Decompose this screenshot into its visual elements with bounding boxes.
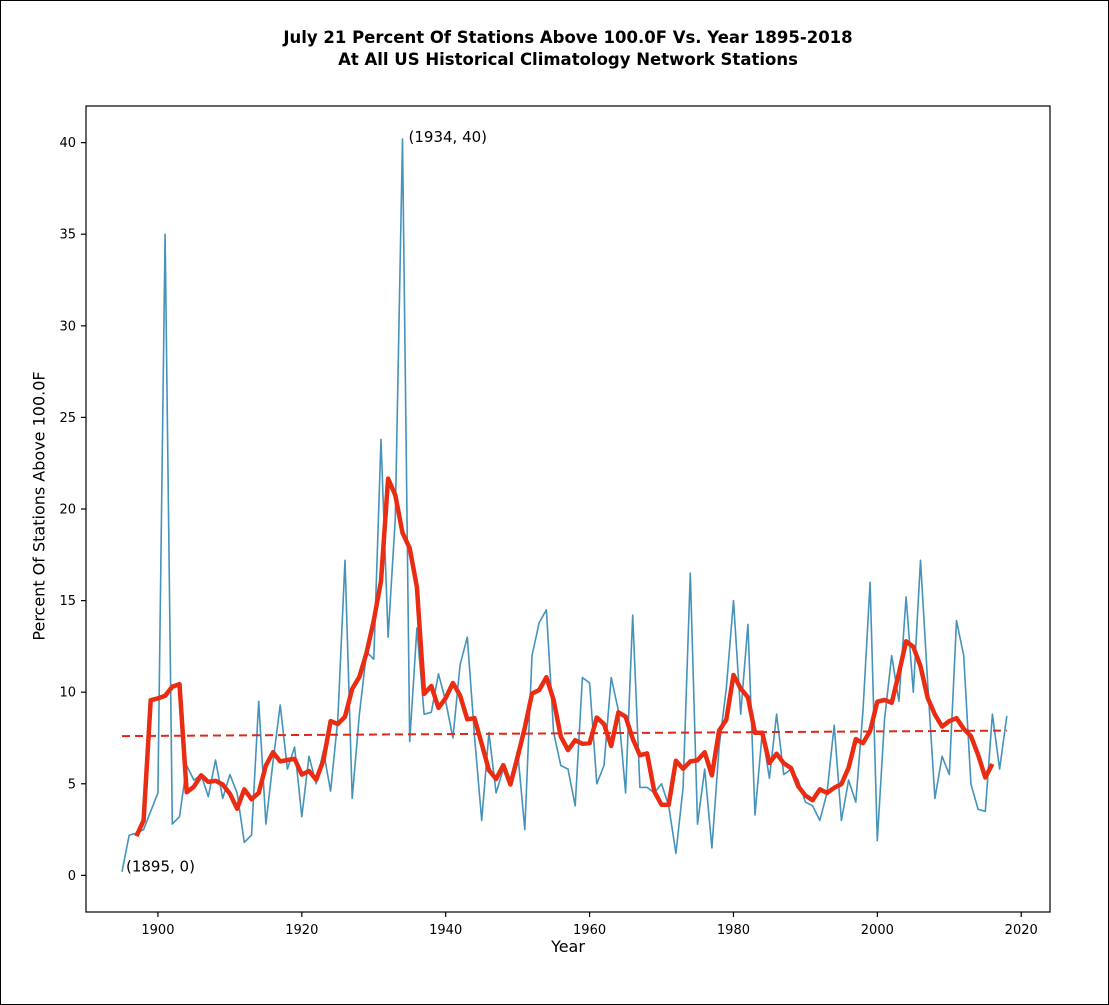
- smoothed-series-line: [134, 476, 995, 838]
- x-tick-label: 1960: [573, 923, 606, 938]
- y-tick-label: 0: [68, 869, 76, 884]
- x-tick-label: 2000: [861, 923, 894, 938]
- y-tick-label: 35: [59, 228, 76, 243]
- y-tick-label: 40: [59, 136, 76, 151]
- y-tick-label: 10: [59, 686, 76, 701]
- point-annotation-0: (1934, 40): [409, 128, 488, 146]
- chart-title-line2: At All US Historical Climatology Network…: [338, 50, 798, 69]
- x-tick-label: 1900: [141, 923, 174, 938]
- y-tick-label: 20: [59, 503, 76, 518]
- trend-dashed-line: [121, 729, 1007, 738]
- x-axis-label: Year: [551, 937, 585, 956]
- y-tick-label: 15: [59, 594, 76, 609]
- x-tick-label: 1980: [717, 923, 750, 938]
- point-annotation-1: (1895, 0): [126, 858, 195, 876]
- x-tick-label: 2020: [1005, 923, 1038, 938]
- annual-series-line: [121, 138, 1008, 872]
- y-tick-label: 30: [59, 319, 76, 334]
- x-tick-label: 1940: [429, 923, 462, 938]
- chart-title-line1: July 21 Percent Of Stations Above 100.0F…: [283, 28, 853, 47]
- y-axis-label: Percent Of Stations Above 100.0F: [29, 371, 49, 641]
- y-tick-label: 5: [68, 777, 76, 792]
- chart-title: July 21 Percent Of Stations Above 100.0F…: [86, 27, 1050, 71]
- x-tick-label: 1920: [285, 923, 318, 938]
- y-tick-label: 25: [59, 411, 76, 426]
